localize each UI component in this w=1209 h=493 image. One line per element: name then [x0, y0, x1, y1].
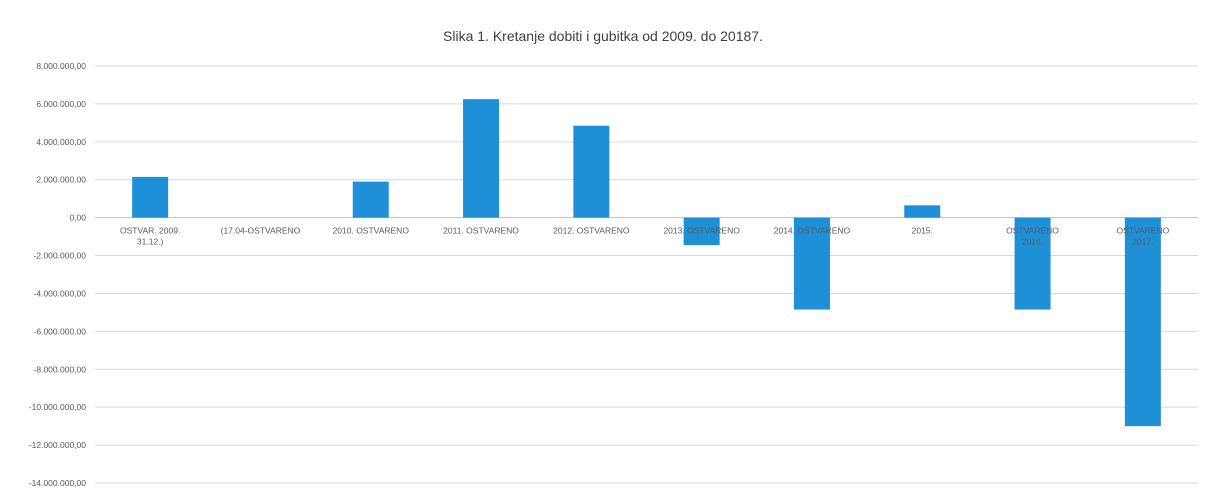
x-category-label: 2013. OSTVARENO — [663, 226, 740, 236]
bar — [352, 181, 389, 218]
grid-layer — [95, 65, 1198, 484]
x-category-label: OSTVARENO 2017. — [1116, 226, 1169, 247]
chart-title: Slika 1. Kretanje dobiti i gubitka od 20… — [443, 28, 763, 44]
y-tick-label: -6.000.000,00 — [34, 326, 87, 336]
bar — [793, 217, 830, 310]
y-tick-label: -12.000.000,00 — [29, 440, 86, 450]
y-tick-label: -2.000.000,00 — [34, 251, 87, 261]
x-axis-labels: OSTVAR. 2009. 31.12.) (17.04-OSTVARENO 2010… — [120, 226, 1170, 247]
bar — [1124, 217, 1161, 427]
bar — [683, 217, 720, 246]
y-tick-label: -8.000.000,00 — [34, 364, 87, 374]
x-category-label: OSTVAR. 2009. 31.12.) — [120, 226, 180, 247]
y-tick-label: 6.000.000,00 — [36, 99, 86, 109]
y-axis-labels: 8.000.000,00 6.000.000,00 4.000.000,00 2.00… — [29, 61, 86, 488]
x-category-label: 2011. OSTVARENO — [443, 226, 519, 236]
y-tick-label: 8.000.000,00 — [36, 61, 86, 71]
y-tick-label: -10.000.000,00 — [29, 402, 86, 412]
y-tick-label: 4.000.000,00 — [36, 137, 86, 147]
x-category-label: 2014. OSTVARENO — [774, 226, 851, 236]
x-category-label: 2015. — [912, 226, 933, 236]
y-tick-label: -4.000.000,00 — [34, 288, 87, 298]
y-tick-label: 0,00 — [69, 213, 86, 223]
y-tick-label: 2.000.000,00 — [36, 175, 86, 185]
bar — [132, 176, 169, 218]
x-category-label: 2012. OSTVARENO — [553, 226, 630, 236]
bar — [463, 99, 500, 218]
y-tick-label: -14.000.000,00 — [29, 478, 86, 488]
bar-layer — [132, 99, 1161, 427]
bar — [573, 125, 610, 218]
bar — [1014, 217, 1051, 310]
x-category-label: 2010. OSTVARENO — [333, 226, 410, 236]
bar — [904, 205, 941, 218]
x-category-label: (17.04-OSTVARENO — [221, 226, 301, 236]
x-category-label: OSTVARENO 2016. — [1006, 226, 1059, 247]
